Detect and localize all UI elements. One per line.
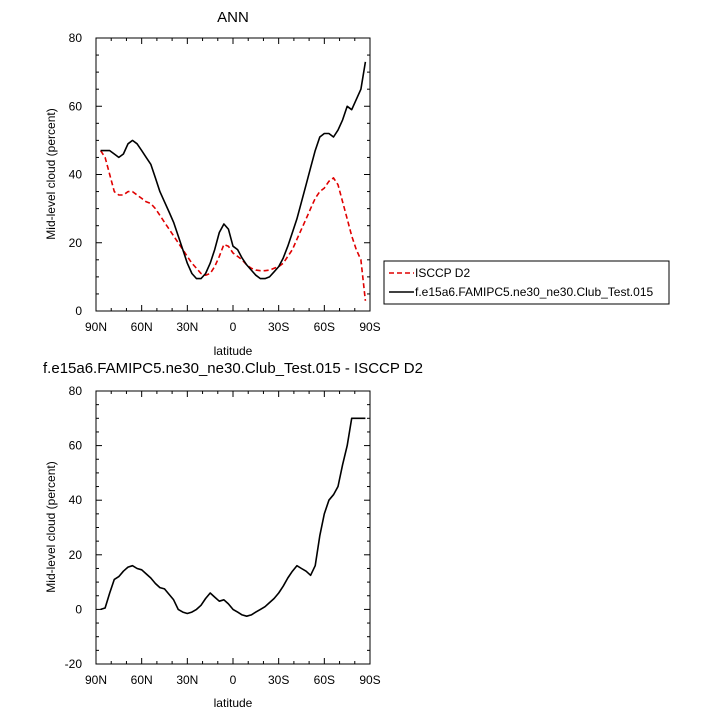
legend: ISCCP D2 f.e15a6.FAMIPC5.ne30_ne30.Club_…: [383, 260, 670, 305]
x-tick-label: 90N: [85, 673, 107, 687]
plot-frame: [95, 390, 371, 665]
y-tick-label: 0: [75, 304, 82, 318]
x-tick-label: 60N: [131, 673, 153, 687]
x-tick-label: 30S: [268, 320, 289, 334]
legend-label-isccp: ISCCP D2: [415, 266, 470, 280]
y-tick-label: 0: [75, 602, 82, 616]
x-axis-ticks: 90N 60N 30N 0 30S 60S 90S: [85, 38, 381, 334]
y-tick-label: 20: [69, 548, 83, 562]
y-axis-ticks: 0 20 40 60 80: [69, 31, 370, 318]
series-line-2: [100, 61, 367, 280]
panel-difference-chart: f.e15a6.FAMIPC5.ne30_ne30.Club_Test.015 …: [43, 360, 423, 710]
plot-frame: [95, 37, 371, 312]
y-axis-ticks: -20 0 20 40 60 80: [65, 384, 370, 671]
chart-title: ANN: [217, 9, 249, 26]
y-tick-label: 60: [69, 99, 83, 113]
series-line-1: [99, 150, 367, 301]
x-axis-label: latitude: [214, 696, 253, 710]
x-axis-label: latitude: [214, 344, 253, 358]
y-tick-label: 40: [69, 493, 83, 507]
y-tick-label: 60: [69, 439, 83, 453]
y-tick-label: 40: [69, 168, 83, 182]
panel-top-chart: ANN Mid-level cloud (percent) latitude 9…: [44, 9, 670, 358]
y-tick-label: 80: [69, 31, 83, 45]
series-group: [100, 417, 366, 618]
y-axis-label: Mid-level cloud (percent): [44, 461, 58, 592]
chart-title: f.e15a6.FAMIPC5.ne30_ne30.Club_Test.015 …: [43, 360, 423, 377]
x-tick-label: 90S: [359, 673, 380, 687]
legend-box: [383, 260, 670, 305]
x-tick-label: 30N: [176, 320, 198, 334]
x-tick-label: 0: [230, 673, 237, 687]
y-axis-label: Mid-level cloud (percent): [44, 108, 58, 239]
x-tick-label: 60S: [314, 673, 335, 687]
series-line-1: [100, 417, 366, 618]
x-axis-ticks: 90N 60N 30N 0 30S 60S 90S: [85, 391, 381, 687]
y-tick-label: 80: [69, 384, 83, 398]
legend-label-model: f.e15a6.FAMIPC5.ne30_ne30.Club_Test.015: [415, 285, 653, 299]
x-tick-label: 60N: [131, 320, 153, 334]
x-tick-label: 30S: [268, 673, 289, 687]
y-tick-label: -20: [65, 657, 83, 671]
x-tick-label: 0: [230, 320, 237, 334]
x-tick-label: 30N: [176, 673, 198, 687]
x-tick-label: 90N: [85, 320, 107, 334]
series-group: [99, 61, 367, 301]
y-tick-label: 20: [69, 236, 83, 250]
x-tick-label: 60S: [314, 320, 335, 334]
x-tick-label: 90S: [359, 320, 380, 334]
